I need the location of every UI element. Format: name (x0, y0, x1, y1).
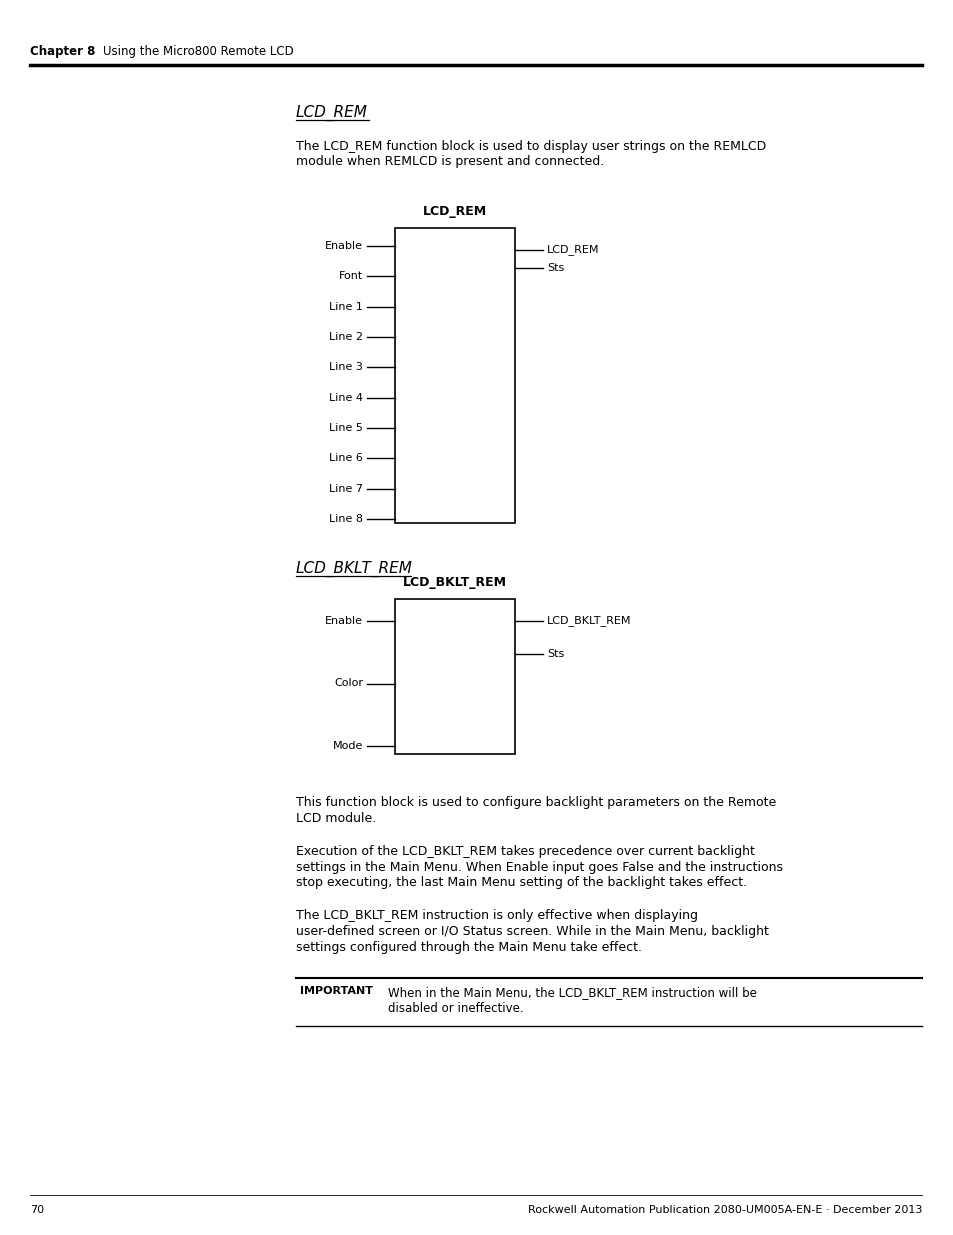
Text: Using the Micro800 Remote LCD: Using the Micro800 Remote LCD (103, 44, 294, 58)
Text: settings configured through the Main Menu take effect.: settings configured through the Main Men… (295, 941, 641, 953)
Text: Line 1: Line 1 (329, 301, 363, 311)
Text: When in the Main Menu, the LCD_BKLT_REM instruction will be: When in the Main Menu, the LCD_BKLT_REM … (388, 986, 756, 999)
Text: 70: 70 (30, 1205, 44, 1215)
Text: Line 7: Line 7 (329, 484, 363, 494)
Text: Enable: Enable (325, 241, 363, 251)
Text: LCD_REM: LCD_REM (546, 245, 598, 256)
Text: Mode: Mode (333, 741, 363, 751)
Text: Enable: Enable (325, 616, 363, 626)
Text: Font: Font (338, 272, 363, 282)
Text: Sts: Sts (546, 650, 563, 659)
Bar (395, 599, 515, 755)
Text: disabled or ineffective.: disabled or ineffective. (388, 1003, 523, 1015)
Text: Line 4: Line 4 (329, 393, 363, 403)
Text: LCD_BKLT_REM: LCD_BKLT_REM (295, 561, 413, 577)
Text: Color: Color (334, 678, 363, 688)
Text: LCD module.: LCD module. (295, 811, 375, 825)
Text: The LCD_REM function block is used to display user strings on the REMLCD: The LCD_REM function block is used to di… (295, 140, 765, 153)
Text: Rockwell Automation Publication 2080-UM005A-EN-E · December 2013: Rockwell Automation Publication 2080-UM0… (527, 1205, 921, 1215)
Text: This function block is used to configure backlight parameters on the Remote: This function block is used to configure… (295, 797, 776, 809)
Text: module when REMLCD is present and connected.: module when REMLCD is present and connec… (295, 156, 603, 168)
Text: LCD_BKLT_REM: LCD_BKLT_REM (546, 615, 631, 626)
Text: settings in the Main Menu. When Enable input goes False and the instructions: settings in the Main Menu. When Enable i… (295, 861, 782, 873)
Text: Line 3: Line 3 (329, 362, 363, 372)
Text: Line 8: Line 8 (329, 514, 363, 524)
Text: LCD_BKLT_REM: LCD_BKLT_REM (402, 576, 506, 589)
Text: IMPORTANT: IMPORTANT (299, 986, 373, 995)
Text: The LCD_BKLT_REM instruction is only effective when displaying: The LCD_BKLT_REM instruction is only eff… (295, 909, 698, 923)
Text: Line 2: Line 2 (329, 332, 363, 342)
Text: Execution of the LCD_BKLT_REM takes precedence over current backlight: Execution of the LCD_BKLT_REM takes prec… (295, 845, 754, 858)
Text: Line 5: Line 5 (329, 424, 363, 433)
Text: stop executing, the last Main Menu setting of the backlight takes effect.: stop executing, the last Main Menu setti… (295, 876, 746, 889)
Text: Sts: Sts (546, 263, 563, 273)
Text: LCD_REM: LCD_REM (422, 205, 487, 219)
Text: LCD_REM: LCD_REM (295, 105, 368, 121)
Bar (395, 228, 515, 522)
Text: Chapter 8: Chapter 8 (30, 44, 95, 58)
Text: Line 6: Line 6 (329, 453, 363, 463)
Text: user-defined screen or I/O Status screen. While in the Main Menu, backlight: user-defined screen or I/O Status screen… (295, 925, 768, 939)
